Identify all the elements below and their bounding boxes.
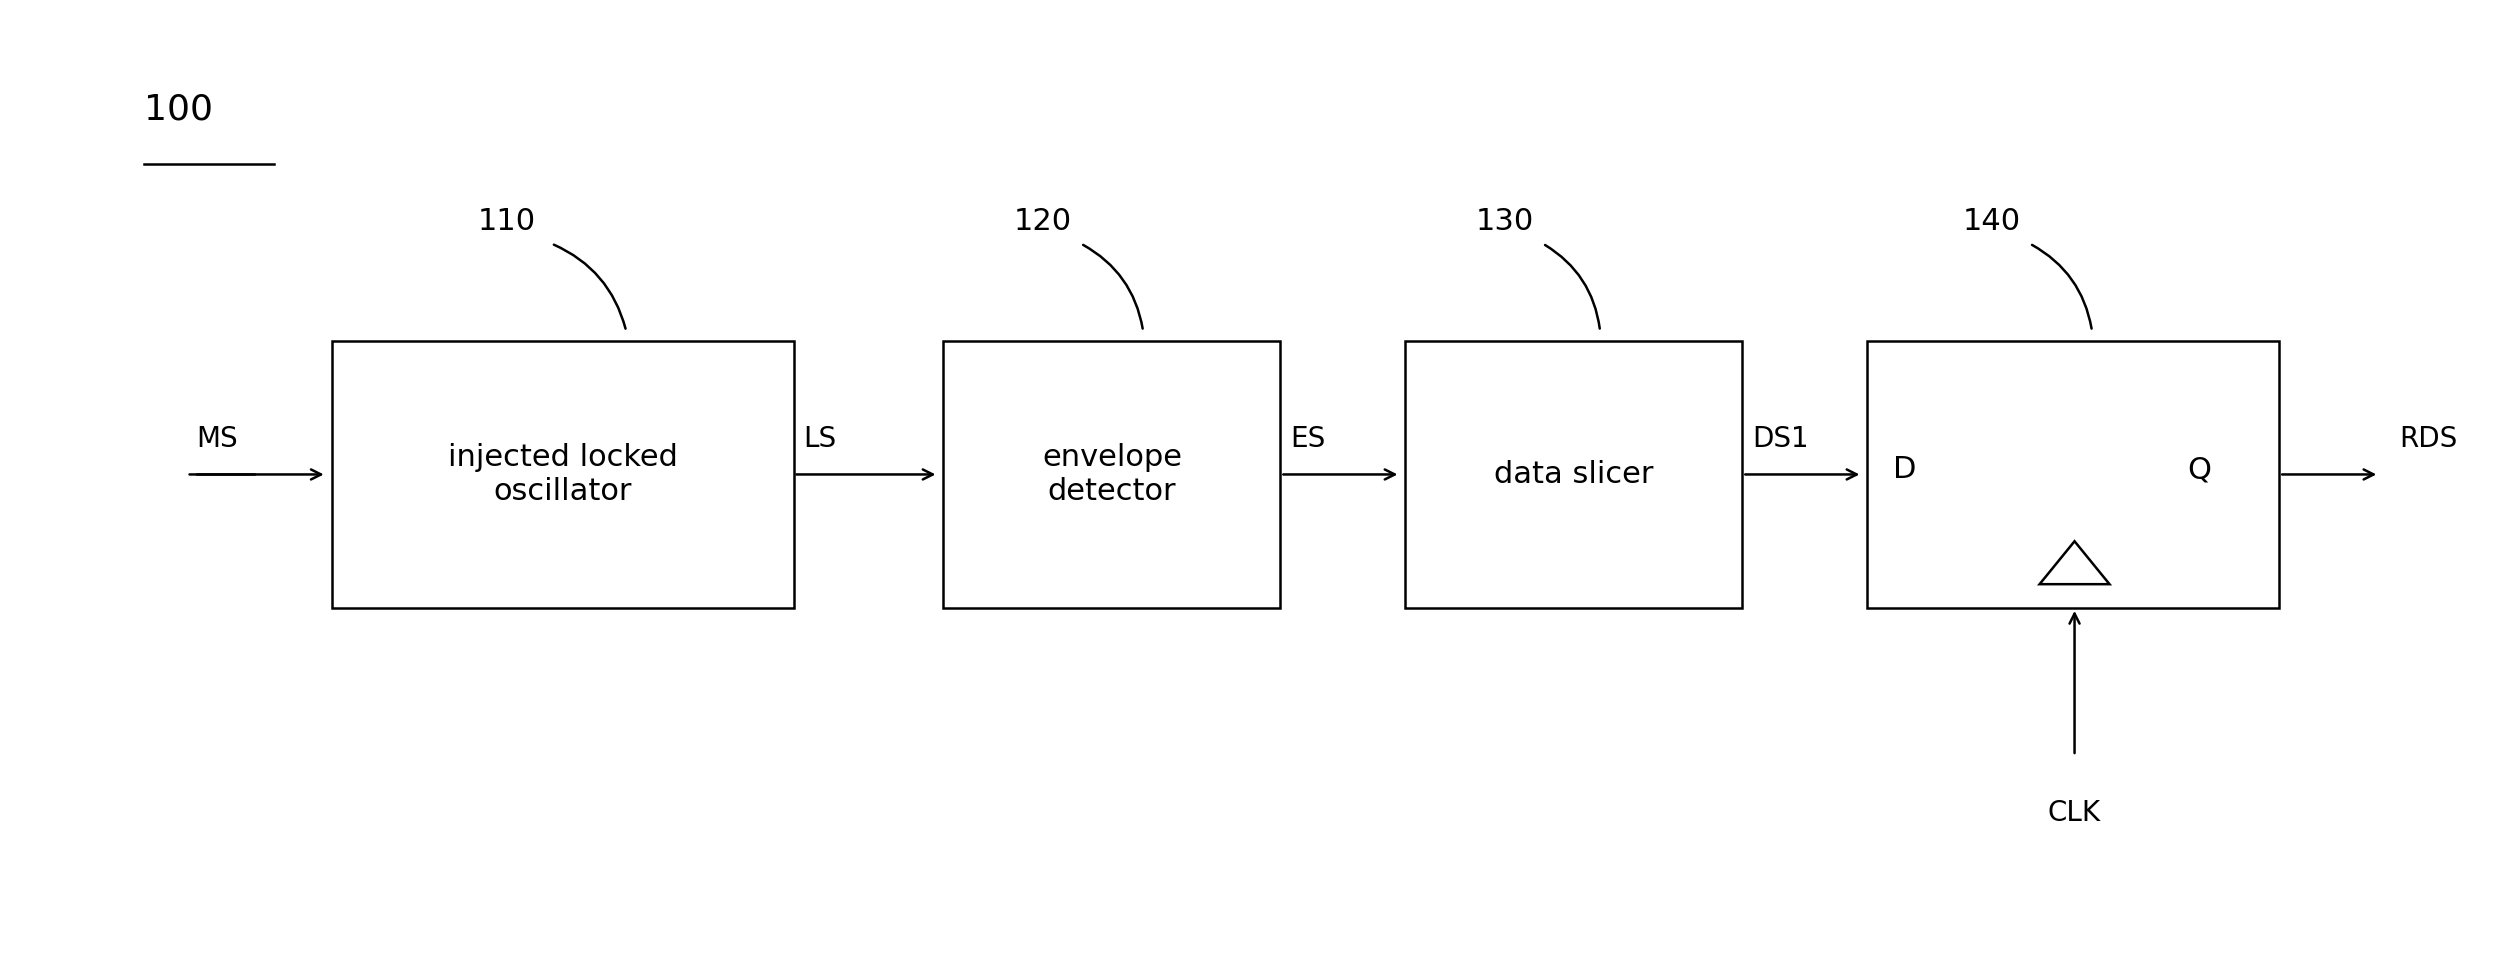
Text: CLK: CLK (2049, 799, 2102, 827)
Bar (1406, 341, 1743, 608)
Text: 120: 120 (1014, 207, 1072, 236)
Text: DS1: DS1 (1753, 426, 1808, 453)
Text: injected locked
oscillator: injected locked oscillator (447, 443, 678, 505)
Text: MS: MS (196, 426, 239, 453)
Text: 130: 130 (1476, 207, 1534, 236)
Text: envelope
detector: envelope detector (1042, 443, 1183, 505)
Text: D: D (1893, 455, 1916, 484)
Bar (944, 341, 1281, 608)
Text: 110: 110 (477, 207, 535, 236)
Text: LS: LS (804, 426, 836, 453)
Text: Q: Q (2187, 455, 2212, 484)
Text: RDS: RDS (2398, 426, 2458, 453)
Text: 140: 140 (1964, 207, 2021, 236)
Text: data slicer: data slicer (1494, 460, 1655, 489)
Bar (331, 341, 793, 608)
Bar (1868, 341, 2280, 608)
Text: 100: 100 (143, 93, 213, 127)
Text: ES: ES (1291, 426, 1326, 453)
